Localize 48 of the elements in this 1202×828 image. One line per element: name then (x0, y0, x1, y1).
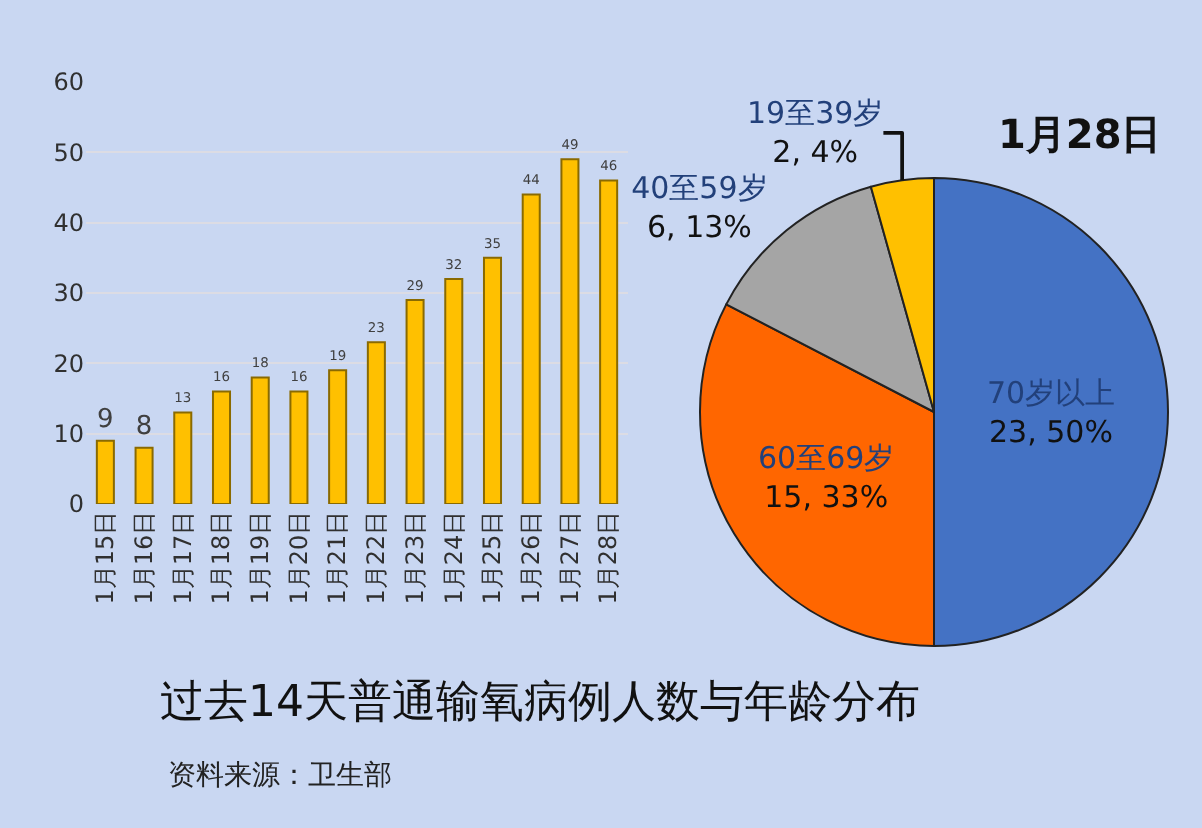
x-tick-label: 1月19日 (246, 510, 275, 605)
x-tick-label: 1月24日 (439, 510, 468, 605)
bar (405, 299, 425, 504)
y-tick-label: 60 (53, 68, 84, 97)
bar (134, 446, 154, 504)
data-label: 2, 4% (772, 134, 859, 171)
data-label: 8 (135, 411, 153, 442)
y-tick-label: 40 (53, 209, 84, 238)
x-tick-label: 1月15日 (91, 510, 120, 605)
data-label: 9 (97, 404, 114, 435)
bar (482, 256, 503, 504)
data-label: 15, 33% (764, 479, 889, 516)
y-tick-label: 0 (68, 490, 84, 519)
x-tick-label: 1月18日 (207, 510, 236, 605)
y-tick-label: 50 (53, 138, 84, 167)
bar (599, 179, 619, 504)
x-tick-label: 1月16日 (129, 510, 158, 605)
x-tick-label: 1月22日 (362, 510, 391, 605)
slice-label: 40至59岁 (631, 170, 768, 207)
x-tick-label: 1月21日 (323, 510, 352, 605)
bar (560, 158, 580, 504)
y-tick-label: 30 (53, 279, 84, 308)
data-label: 6, 13% (646, 209, 752, 246)
x-tick-label: 1月27日 (555, 510, 584, 605)
bar (250, 376, 270, 504)
bar (289, 390, 309, 504)
bar (173, 411, 193, 504)
slice-label: 19至39岁 (747, 95, 884, 132)
bar (95, 439, 115, 504)
x-tick-label: 1月20日 (284, 510, 313, 605)
text: 资料来源：卫生部 (168, 760, 392, 792)
y-tick-label: 10 (53, 420, 84, 449)
x-tick-label: 1月17日 (168, 510, 197, 605)
bar (328, 369, 348, 504)
bar (444, 277, 464, 504)
x-tick-label: 1月23日 (400, 510, 429, 605)
bar (211, 390, 232, 504)
bar (366, 341, 386, 504)
x-tick-label: 1月25日 (478, 510, 507, 605)
y-tick-label: 20 (53, 349, 84, 378)
x-tick-label: 1月28日 (594, 510, 623, 605)
slice-label: 60至69岁 (758, 440, 895, 477)
data-label: 23, 50% (989, 413, 1113, 450)
slice-label: 70岁以上 (986, 374, 1116, 411)
chart-title: 1月28日 (998, 110, 1162, 158)
bar (521, 193, 541, 504)
x-tick-label: 1月26日 (517, 510, 546, 605)
text: 过去14天普通输氧病例人数与年龄分布 (160, 678, 920, 728)
